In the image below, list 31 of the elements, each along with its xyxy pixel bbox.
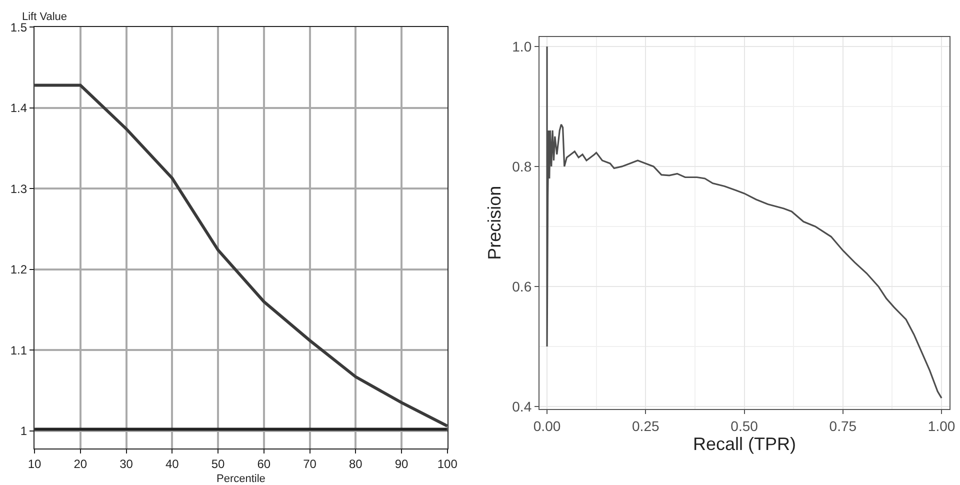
x-tick-label: 0.25 [632, 418, 660, 434]
y-tick-label: 1.5 [10, 20, 28, 34]
x-tick-label: 80 [348, 457, 363, 472]
x-axis-title: Percentile [216, 473, 266, 485]
x-tick-label: 1.00 [928, 418, 956, 434]
y-axis-title: Precision [484, 186, 504, 260]
line-series [546, 46, 942, 399]
x-tick-label: 0.75 [829, 418, 857, 434]
y-tick-label: 0.8 [512, 158, 532, 174]
y-tick-label: 1.0 [512, 38, 532, 54]
y-tick-label: 1.3 [10, 182, 28, 196]
y-tick-label: 1.1 [10, 343, 28, 358]
x-tick-label: 20 [74, 457, 88, 472]
x-tick-label: 10 [28, 457, 42, 472]
x-tick-label: 70 [303, 457, 317, 472]
y-tick-label: 1.4 [10, 101, 28, 116]
y-tick-label: 1.2 [10, 262, 28, 277]
x-tick-label: 30 [120, 457, 134, 472]
x-tick-label: 0.00 [533, 418, 561, 434]
line-series [34, 84, 448, 428]
y-axis-title: Lift Value [22, 11, 68, 23]
x-axis-title: Recall (TPR) [692, 434, 796, 454]
x-tick-label: 60 [257, 457, 271, 472]
x-tick-label: 100 [437, 457, 458, 472]
y-tick-label: 0.6 [512, 278, 532, 294]
y-tick-label: 0.4 [512, 398, 532, 414]
y-tick-label: 1 [20, 424, 28, 438]
x-tick-label: 40 [165, 457, 180, 472]
x-tick-label: 0.50 [730, 418, 758, 434]
x-tick-label: 50 [211, 457, 226, 472]
x-tick-label: 90 [394, 457, 408, 472]
